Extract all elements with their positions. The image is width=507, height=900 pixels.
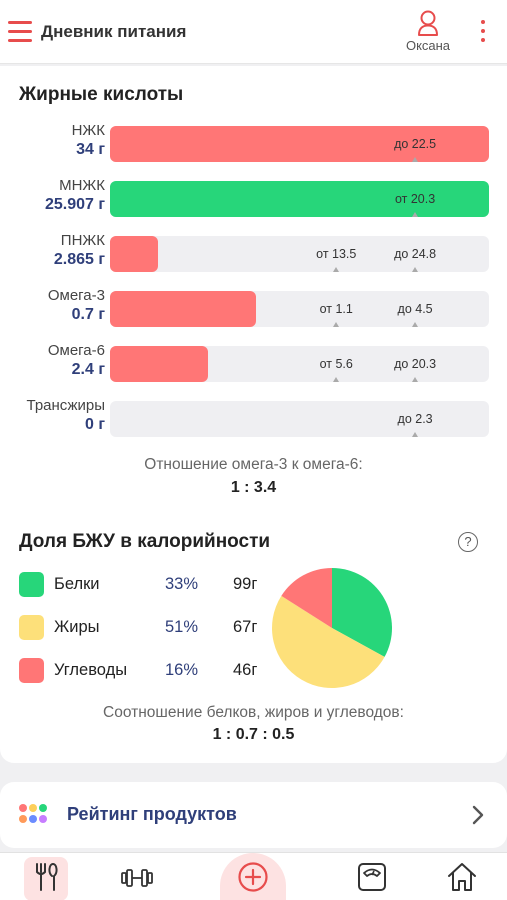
user-profile-button[interactable]: Оксана: [400, 10, 456, 53]
macro-legend-item: Белки 33% 99г: [0, 572, 300, 598]
macro-percent: 16%: [165, 661, 199, 679]
fatty-acid-name: ПНЖК: [60, 232, 105, 249]
omega-ratio-value: 1 : 3.4: [230, 479, 277, 496]
weight-icon: [358, 863, 386, 891]
fatty-acid-name: Омега-6: [47, 342, 105, 359]
user-name: Оксана: [405, 38, 451, 53]
page-title: Дневник питания: [41, 22, 187, 41]
user-icon: [418, 10, 438, 36]
fatty-acid-value: 34 г: [76, 141, 105, 158]
bottom-navigation: [0, 852, 507, 900]
menu-icon[interactable]: [8, 21, 32, 43]
norm-marker: от 13.5: [296, 236, 376, 272]
fatty-acid-bar-fill: [110, 236, 159, 272]
product-rating-button[interactable]: Рейтинг продуктов: [0, 782, 507, 848]
home-icon: [448, 863, 476, 891]
norm-marker: до 4.5: [375, 291, 455, 327]
help-icon[interactable]: ?: [458, 532, 478, 552]
add-icon: [238, 862, 268, 892]
pie-slice-1: [332, 568, 392, 657]
norm-marker: до 20.3: [375, 346, 455, 382]
macros-ratio-value: 1 : 0.7 : 0.5: [212, 726, 295, 743]
rating-dots-icon: [19, 804, 49, 826]
tab-weight[interactable]: [355, 853, 389, 900]
fatty-acid-row: МНЖК 25.907 г от 20.3: [0, 176, 507, 219]
fatty-acid-label: Омега-6 2.4 г: [48, 341, 105, 380]
macro-legend-item: Углеводы 16% 46г: [0, 658, 300, 684]
macro-percent: 33%: [165, 575, 199, 593]
macro-percent: 51%: [165, 618, 199, 636]
macro-grams: 46г: [233, 661, 258, 679]
fatty-acid-name: Трансжиры: [26, 397, 106, 414]
fatty-acid-row: НЖК 34 г до 22.5: [0, 121, 507, 164]
fatty-acid-bar[interactable]: от 13.5 до 24.8: [110, 236, 489, 272]
chevron-right-icon: [472, 805, 484, 825]
fatty-acid-value: 0 г: [84, 416, 105, 433]
pie-slice-3: [281, 568, 332, 628]
macro-name: Углеводы: [54, 661, 128, 679]
macro-name: Жиры: [54, 618, 100, 636]
fatty-acid-bar[interactable]: от 20.3: [110, 181, 489, 217]
fatty-acid-label: НЖК 34 г: [72, 121, 105, 160]
tab-diary[interactable]: [24, 853, 68, 900]
nutrition-card: Жирные кислоты НЖК 34 г до 22.5 МНЖК 25.907 …: [0, 66, 507, 763]
fatty-acid-bar-fill: [110, 181, 489, 217]
norm-marker: от 1.1: [296, 291, 376, 327]
fatty-acid-bar-fill: [110, 346, 208, 382]
fatty-acid-row: Омега-3 0.7 г от 1.1 до 4.5: [0, 286, 507, 329]
macro-color-swatch: [19, 615, 44, 640]
product-rating-label: Рейтинг продуктов: [67, 804, 237, 824]
fatty-acid-value: 0.7 г: [71, 306, 105, 323]
fatty-acids-title: Жирные кислоты: [19, 84, 184, 105]
tab-workout[interactable]: [118, 853, 156, 900]
fatty-acid-bar-fill: [110, 126, 489, 162]
fatty-acid-value: 25.907 г: [44, 196, 105, 213]
norm-marker: от 5.6: [296, 346, 376, 382]
macros-title: Доля БЖУ в калорийности: [19, 531, 271, 552]
omega-ratio-caption: Отношение омега-3 к омега-6:: [144, 456, 363, 473]
fatty-acid-label: ПНЖК 2.865 г: [54, 231, 105, 270]
fatty-acid-row: Омега-6 2.4 г от 5.6 до 20.3: [0, 341, 507, 384]
macro-grams: 67г: [233, 618, 258, 636]
more-options-icon[interactable]: [478, 20, 488, 46]
macro-legend-item: Жиры 51% 67г: [0, 615, 300, 641]
macro-name: Белки: [54, 575, 100, 593]
norm-marker: до 22.5: [375, 126, 455, 162]
fatty-acid-bar[interactable]: до 2.3: [110, 401, 489, 437]
fatty-acid-name: МНЖК: [59, 177, 105, 194]
fatty-acid-label: Трансжиры 0 г: [27, 396, 106, 435]
fatty-acid-bar[interactable]: от 1.1 до 4.5: [110, 291, 489, 327]
fatty-acid-value: 2.4 г: [71, 361, 105, 378]
macros-pie-chart: [272, 568, 392, 688]
macro-color-swatch: [19, 658, 44, 683]
tab-home[interactable]: [444, 853, 480, 900]
pie-slice-2: [272, 595, 385, 688]
macro-color-swatch: [19, 572, 44, 597]
fatty-acid-label: МНЖК 25.907 г: [45, 176, 105, 215]
macro-grams: 99г: [233, 575, 258, 593]
top-bar: Дневник питания Оксана: [0, 0, 507, 64]
norm-marker: до 2.3: [375, 401, 455, 437]
fatty-acid-value: 2.865 г: [53, 251, 105, 268]
fatty-acid-bar[interactable]: от 5.6 до 20.3: [110, 346, 489, 382]
fatty-acid-name: Омега-3: [47, 287, 105, 304]
workout-icon: [121, 869, 153, 887]
fatty-acid-name: НЖК: [71, 122, 105, 139]
fatty-acid-row: Трансжиры 0 г до 2.3: [0, 396, 507, 439]
fatty-acid-label: Омега-3 0.7 г: [48, 286, 105, 325]
norm-marker: от 20.3: [375, 181, 455, 217]
fatty-acid-bar[interactable]: до 22.5: [110, 126, 489, 162]
tab-add[interactable]: [220, 853, 286, 900]
norm-marker: до 24.8: [375, 236, 455, 272]
macros-ratio-caption: Соотношение белков, жиров и углеводов:: [103, 704, 404, 721]
fatty-acid-row: ПНЖК 2.865 г от 13.5 до 24.8: [0, 231, 507, 274]
fatty-acid-bar-fill: [110, 291, 256, 327]
diary-icon: [36, 863, 58, 891]
